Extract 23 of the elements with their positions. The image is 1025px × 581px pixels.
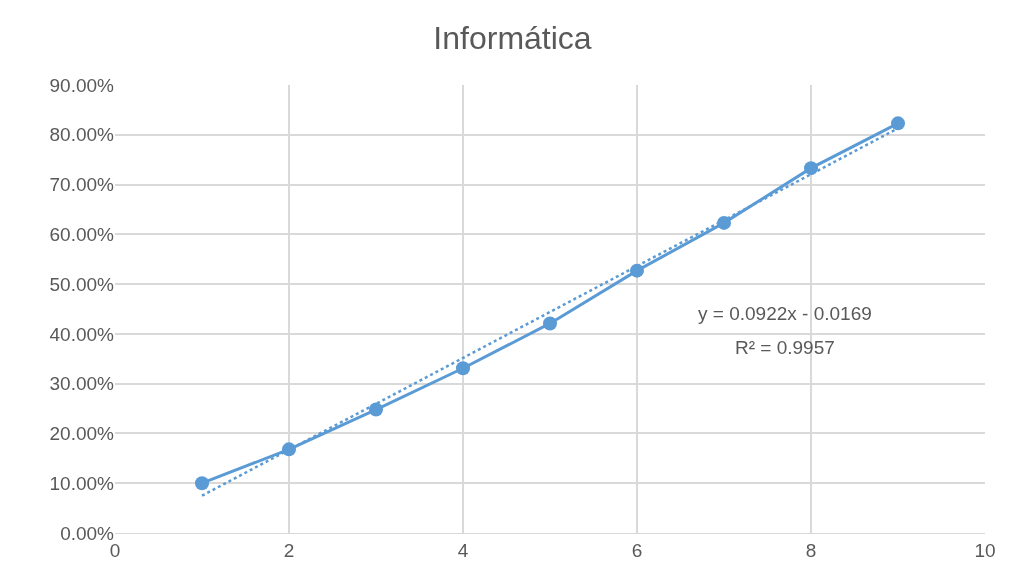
x-tick-label: 10: [974, 539, 996, 561]
point: [195, 476, 209, 491]
point: [456, 361, 470, 376]
point: [369, 402, 383, 417]
x-tick-label: 6: [631, 539, 643, 561]
y-tick-label: 70.00%: [49, 174, 115, 196]
y-tick-label: 60.00%: [49, 223, 115, 245]
y-tick-label: 50.00%: [49, 273, 115, 295]
point: [804, 161, 818, 176]
y-tick-label: 20.00%: [49, 423, 115, 445]
x-tick-label: 4: [457, 539, 469, 561]
y-tick-label: 10.00%: [49, 472, 115, 494]
y-tick-label: 40.00%: [49, 323, 115, 345]
point: [543, 316, 557, 331]
y-tick-label: 90.00%: [49, 74, 115, 96]
y-tick-label: 30.00%: [49, 373, 115, 395]
annotation: R² = 0.9957: [735, 337, 835, 358]
x-tick-label: 8: [805, 539, 817, 561]
annotation: y = 0.0922x - 0.0169: [698, 303, 872, 324]
point: [891, 116, 905, 131]
y-tick-label: 80.00%: [49, 124, 115, 146]
x-tick-label: 2: [283, 539, 295, 561]
chart-title: Informática: [433, 19, 592, 56]
